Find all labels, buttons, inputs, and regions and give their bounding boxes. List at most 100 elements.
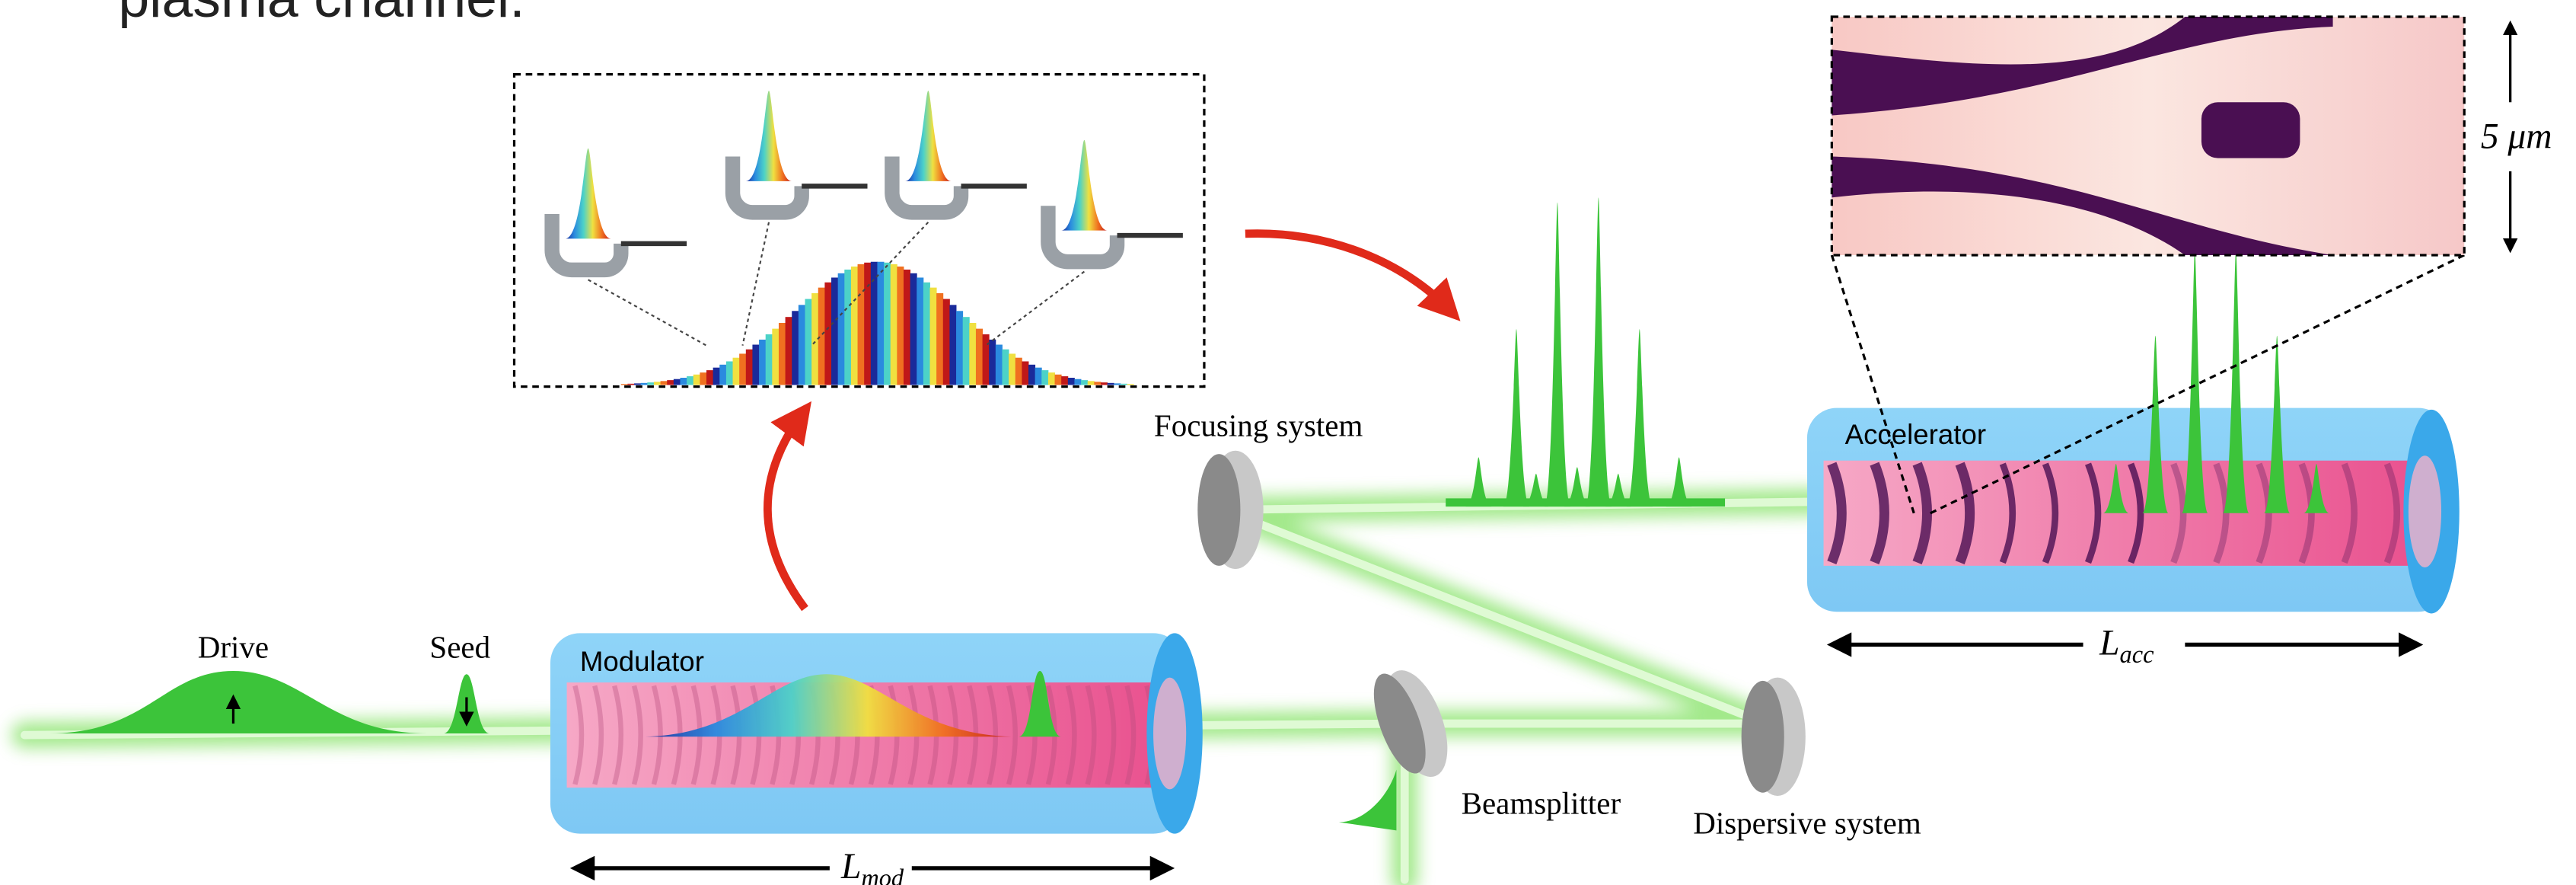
- pulse-stripe: [799, 305, 805, 385]
- pulse-stripe: [1127, 384, 1134, 385]
- pulse-stripe: [1015, 358, 1022, 385]
- pulse-stripe: [976, 329, 983, 385]
- pulse-stripe: [1048, 372, 1055, 385]
- pulse-stripe: [719, 365, 726, 385]
- spike: [1627, 329, 1653, 506]
- pulse-stripe: [746, 350, 753, 385]
- pulse-stripe: [1061, 376, 1068, 385]
- pulse-stripe: [818, 288, 825, 385]
- spike: [1545, 203, 1571, 506]
- pulse-stripe: [772, 329, 779, 385]
- pulse-stripe: [877, 262, 884, 385]
- pulse-stripe: [1068, 378, 1075, 385]
- symbol: L: [2099, 623, 2119, 663]
- dispersive-mirror: [1742, 678, 1806, 796]
- pulse-stripe: [930, 288, 937, 385]
- pulse-stripe: [792, 311, 799, 385]
- pulse-stripe: [654, 382, 661, 385]
- pulse-stripe: [693, 375, 700, 385]
- pulse-stripe: [1028, 365, 1035, 385]
- pulse-stripe: [680, 378, 687, 385]
- red-arrow-right: [1245, 234, 1449, 310]
- scale-label: 5 μm: [2481, 117, 2552, 157]
- pulse-stripe: [1121, 384, 1127, 385]
- pulse-stripe: [1035, 368, 1042, 385]
- pulse-stripe: [891, 264, 897, 385]
- pulse-stripe: [904, 270, 910, 385]
- pulse-stripe: [1088, 381, 1095, 385]
- pulse-stripe: [733, 358, 740, 385]
- pulse-stripe: [884, 263, 891, 385]
- pulse-stripe: [963, 317, 970, 385]
- pulse-stripe: [641, 383, 648, 385]
- pulse-stripe: [851, 267, 858, 385]
- pulse-stripe: [621, 384, 628, 385]
- beamsplitter-label: Beamsplitter: [1462, 786, 1621, 821]
- pulse-stripe: [713, 368, 720, 385]
- pulse-stripe: [1101, 382, 1108, 385]
- pulse-stripe: [969, 323, 976, 385]
- train-base: [1446, 498, 1725, 506]
- pulse-stripe: [786, 317, 792, 385]
- pulse-stripe: [1041, 370, 1048, 385]
- pulse-stripe: [943, 299, 950, 385]
- drive-label: Drive: [198, 630, 269, 665]
- focusing-mirror: [1197, 451, 1263, 569]
- pulse-stripe: [1009, 353, 1015, 385]
- pulse-stripe: [627, 384, 634, 385]
- pulse-stripe: [989, 340, 996, 385]
- subscript: acc: [2120, 641, 2155, 669]
- pulse-stripe: [1055, 375, 1062, 385]
- accelerator-label: Accelerator: [1845, 419, 1986, 450]
- pulse-stripe: [805, 299, 812, 385]
- pulse-stripe: [864, 263, 871, 385]
- pulse-stripe: [838, 273, 845, 385]
- pulse-stripe: [996, 345, 1003, 385]
- pulse-stripe: [759, 340, 766, 385]
- pulse-stripe: [1074, 379, 1081, 385]
- caption-fragment: plasma channel.: [118, 0, 524, 29]
- pulse-stripe: [766, 334, 773, 385]
- pulse-stripe: [1002, 350, 1009, 385]
- dispersive-label: Dispersive system: [1693, 806, 1921, 841]
- pulse-shaping-inset: [515, 75, 1204, 387]
- spike: [1586, 197, 1612, 506]
- pulse-stripe: [779, 323, 786, 385]
- pulse-stripe: [634, 383, 641, 385]
- pulse-stripe: [917, 277, 923, 385]
- pulse-stripe: [983, 334, 990, 385]
- pulse-stripe: [858, 264, 865, 385]
- pulse-stripe: [667, 380, 674, 385]
- diagram: plasma channel. Drive Seed Modulator Lmo…: [0, 0, 2576, 885]
- red-arrow-up: [767, 414, 805, 609]
- pulse-stripe: [897, 267, 904, 385]
- pulse-stripe: [831, 277, 838, 385]
- spike: [1503, 329, 1530, 506]
- pulse-stripe: [1081, 380, 1088, 385]
- pulse-stripe: [824, 283, 831, 385]
- pulse-stripe: [936, 293, 943, 385]
- symbol: L: [840, 847, 861, 885]
- subscript: mod: [861, 865, 904, 885]
- modulator-label: Modulator: [580, 646, 704, 677]
- pulse-stripe: [706, 370, 713, 385]
- pulse-stripe: [1022, 361, 1028, 385]
- pulse-stripe: [739, 353, 746, 385]
- pulse-stripe: [687, 376, 693, 385]
- pulse-train: [1446, 197, 1725, 506]
- pulse-stripe: [844, 270, 851, 385]
- pulse-stripe: [661, 381, 668, 385]
- pulse-stripe: [700, 372, 706, 385]
- pulse-stripe: [910, 273, 917, 385]
- pulse-stripe: [923, 283, 930, 385]
- seed-label: Seed: [429, 630, 490, 665]
- pulse-stripe: [1108, 383, 1114, 385]
- pulse-stripe: [726, 361, 733, 385]
- pulse-stripe: [1094, 382, 1101, 385]
- focusing-label: Focusing system: [1154, 407, 1363, 442]
- pulse-stripe: [1114, 383, 1121, 385]
- pulse-stripe: [949, 305, 956, 385]
- pulse-stripe: [674, 379, 681, 385]
- pulse-stripe: [956, 311, 963, 385]
- pulse-stripe: [647, 382, 654, 385]
